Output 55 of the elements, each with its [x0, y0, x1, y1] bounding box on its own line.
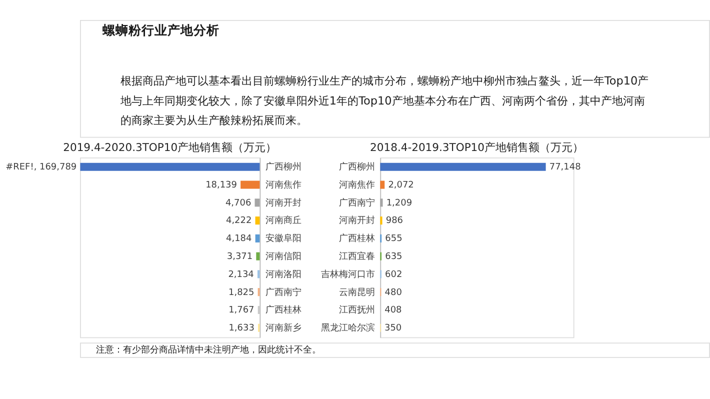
chart-title: 2019.4-2020.3TOP10产地销售额（万元） — [63, 141, 277, 154]
bar — [380, 180, 385, 189]
y-tick-label: 河南开封 — [339, 215, 376, 226]
y-tick-label: 广西柳州 — [266, 162, 302, 173]
data-label: 350 — [384, 324, 402, 334]
data-label: 2,072 — [388, 180, 414, 190]
y-tick-label: 吉林梅河口市 — [321, 268, 376, 280]
text: 螺蛳粉行业产地分析 — [101, 22, 220, 38]
data-label: 408 — [384, 306, 402, 316]
data-label: 3,371 — [226, 252, 253, 262]
bar — [240, 180, 260, 189]
data-label: 4,184 — [226, 234, 252, 244]
bar — [380, 162, 546, 171]
y-tick-label: 江西宜春 — [339, 251, 376, 262]
data-label: 480 — [384, 288, 402, 298]
data-label: 1,767 — [228, 306, 254, 316]
data-label: 602 — [385, 270, 402, 280]
data-label: 1,209 — [386, 198, 412, 208]
y-tick-label: 河南信阳 — [266, 251, 302, 262]
data-label: 1,825 — [228, 288, 254, 298]
data-label: 4,706 — [225, 198, 252, 208]
y-tick-label: 安徽阜阳 — [266, 233, 302, 244]
data-label: 1,633 — [228, 324, 254, 334]
bar — [80, 162, 260, 171]
text: 的商家主要为从生产酸辣粉拓展而来。 — [120, 114, 308, 128]
y-tick-label: 广西南宁 — [339, 197, 376, 208]
y-tick-label: 河南开封 — [266, 197, 302, 208]
y-tick-label: 河南洛阳 — [266, 268, 302, 280]
data-label: 655 — [385, 234, 402, 244]
text: 注意：有少部分商品详情中未注明产地，因此统计不全。 — [96, 344, 322, 356]
y-tick-label: 河南新乡 — [266, 322, 302, 334]
data-label: #REF!, 169,789 — [6, 162, 77, 173]
data-label: 2,134 — [228, 270, 254, 280]
y-tick-label: 河南焦作 — [339, 179, 376, 190]
data-label: 18,139 — [206, 180, 238, 190]
text: 根据商品产地可以基本看出目前螺蛳粉行业生产的城市分布，螺蛳粉产地中柳州市独占鳌头，近一年Top10产 — [120, 74, 649, 88]
data-label: 986 — [386, 216, 404, 226]
y-tick-label: 广西柳州 — [339, 162, 376, 173]
bar — [380, 198, 383, 207]
data-label: 4,222 — [226, 216, 252, 226]
data-label: 635 — [385, 252, 402, 262]
data-label: 77,148 — [549, 162, 582, 173]
y-tick-label: 广西南宁 — [266, 286, 302, 298]
bar — [254, 198, 260, 207]
y-tick-label: 江西抚州 — [339, 304, 376, 316]
y-tick-label: 河南焦作 — [266, 179, 302, 190]
y-tick-label: 河南商丘 — [266, 215, 302, 226]
y-tick-label: 云南昆明 — [339, 286, 376, 298]
text: 地与上年同期变化较大，除了安徽阜阳外近1年的Top10产地基本分布在广西、河南两个省份，其中产地河南 — [119, 94, 645, 108]
y-tick-label: 广西桂林 — [339, 233, 376, 244]
y-tick-label: 黑龙江哈尔滨 — [321, 322, 376, 334]
y-tick-label: 广西桂林 — [266, 304, 302, 316]
bar — [256, 252, 260, 260]
chart-title: 2018.4-2019.3TOP10产地销售额（万元） — [370, 141, 584, 154]
bar — [255, 234, 260, 242]
